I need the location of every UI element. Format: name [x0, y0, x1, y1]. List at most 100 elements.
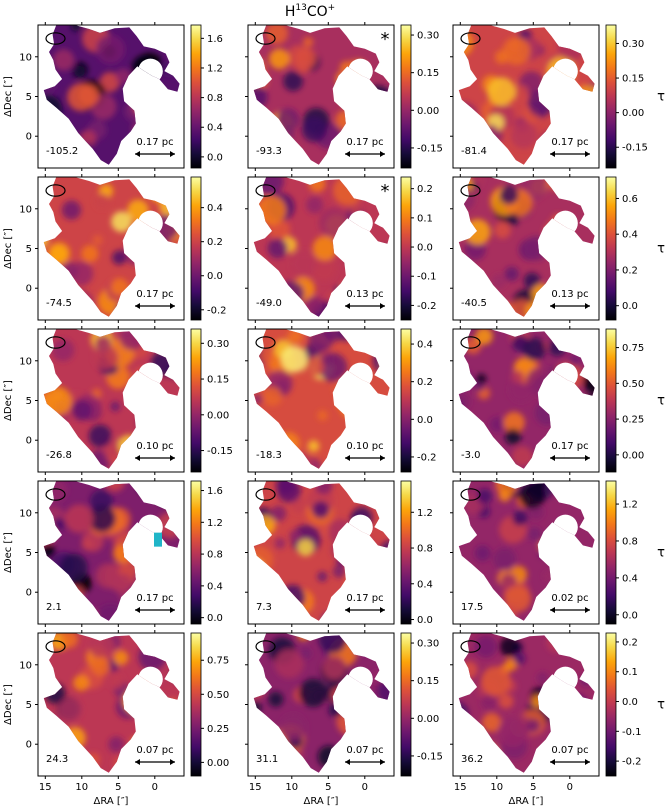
panel-14: 31.1 0.07 pc 15 10 5 0 ΔRA [″] -0.15 0.00 0.15 0.3… — [245, 630, 443, 807]
velocity-label: -81.4 — [461, 146, 487, 157]
velocity-label: 2.1 — [46, 602, 62, 613]
velocity-label: 7.3 — [256, 602, 272, 613]
colorbar: -0.15 0.00 0.15 0.30 — [190, 328, 233, 473]
scale-bar-label: 0.17 pc — [346, 593, 383, 604]
colorbar-tick-label: 0.4 — [622, 230, 638, 241]
colorbar-tick-label: 0.00 — [207, 758, 229, 769]
colorbar-gradient — [605, 24, 617, 169]
colorbar-tick-label: 0.50 — [207, 690, 229, 701]
colorbar: 0.00 0.25 0.50 0.75 — [605, 328, 644, 473]
scale-bar — [345, 759, 385, 765]
panel-5: * -49.0 0.13 pc -0.2 -0.1 0.0 0.1 0.2 — [245, 174, 437, 323]
colorbar-gradient — [190, 176, 202, 321]
colorbar-tick-label: 0.4 — [417, 340, 433, 351]
x-tick-label: 0 — [362, 782, 368, 793]
x-tick-label: 10 — [285, 782, 298, 793]
colorbar-tick-label: -0.2 — [207, 305, 227, 316]
velocity-label: -18.3 — [256, 450, 282, 461]
scale-bar — [135, 303, 175, 309]
colorbar-tick-label: 0.8 — [622, 536, 638, 547]
colorbar-tick-label: -0.2 — [417, 301, 437, 312]
colorbar-gradient — [400, 480, 412, 625]
y-tick-label: 5 — [26, 244, 32, 255]
colorbar-tick-label: 0.8 — [417, 544, 433, 555]
colorbar-tick-label: 0.25 — [207, 724, 229, 735]
beam-ellipse — [460, 32, 481, 45]
panel-9: -3.0 0.17 pc 0.00 0.25 0.50 0.75 τ — [450, 326, 665, 475]
beam-ellipse — [255, 32, 276, 45]
colorbar-gradient — [190, 328, 202, 473]
velocity-label: 31.1 — [256, 754, 278, 765]
colorbar-tick-label: 1.2 — [417, 508, 433, 519]
saturated-region — [154, 532, 162, 547]
colorbar-label: τ — [657, 546, 665, 561]
colorbar-tick-label: -0.2 — [417, 452, 437, 463]
star-marker: * — [381, 181, 390, 202]
x-tick-label: 15 — [249, 782, 262, 793]
y-tick-label: 10 — [19, 52, 32, 63]
panel-4: -74.5 0.17 pc 0 5 10 ΔDec [″] -0.2 0.0 0.2 0.4 — [3, 174, 227, 323]
colorbar-tick-label: 0.30 — [417, 31, 439, 42]
velocity-label: -26.8 — [46, 450, 72, 461]
y-tick-label: 0 — [26, 588, 32, 599]
colorbar-tick-label: 0.25 — [622, 415, 644, 426]
velocity-label: -74.5 — [46, 298, 72, 309]
panel-1: -105.2 0.17 pc 0 5 10 ΔDec [″] 0.0 0.4 0.8 1.2 1.6 — [3, 22, 223, 171]
colorbar-tick-label: 0.1 — [417, 213, 433, 224]
y-tick-label: 0 — [26, 132, 32, 143]
colorbar-tick-label: 0.75 — [207, 656, 229, 667]
colorbar-gradient — [190, 480, 202, 625]
colorbar: 0.00 0.25 0.50 0.75 — [190, 632, 229, 777]
colorbar: 0.0 0.4 0.8 1.2 — [400, 480, 433, 626]
colorbar-gradient — [605, 632, 617, 777]
colorbar-label: τ — [657, 242, 665, 257]
x-tick-label: 5 — [530, 782, 536, 793]
scale-bar — [345, 607, 385, 613]
x-axis-label: ΔRA [″] — [94, 796, 129, 807]
colorbar-tick-label: 0.0 — [207, 152, 223, 163]
colorbar-label: τ — [657, 698, 665, 713]
colorbar: -0.2 0.0 0.2 0.4 — [190, 176, 227, 321]
colorbar-tick-label: 0.4 — [417, 579, 433, 590]
scale-bar-label: 0.17 pc — [136, 593, 173, 604]
x-tick-label: 15 — [454, 782, 467, 793]
velocity-label: -3.0 — [461, 450, 481, 461]
colorbar-tick-label: 0.6 — [622, 194, 638, 205]
x-tick-label: 5 — [325, 782, 331, 793]
colorbar-tick-label: 1.2 — [622, 500, 638, 511]
scale-bar — [345, 303, 385, 309]
scale-bar — [550, 303, 590, 309]
scale-bar — [135, 759, 175, 765]
colorbar-tick-label: 0.15 — [417, 68, 439, 79]
colorbar: 0.0 0.4 0.8 1.2 — [605, 480, 638, 625]
scale-bar-label: 0.17 pc — [136, 289, 173, 300]
beam-ellipse — [45, 640, 66, 653]
colorbar-tick-label: 0.4 — [207, 203, 223, 214]
velocity-label: 36.2 — [461, 754, 483, 765]
colorbar-tick-label: 0.00 — [417, 106, 439, 117]
colorbar-tick-label: 0.0 — [622, 697, 638, 708]
scale-bar — [135, 607, 175, 613]
colorbar-tick-label: 0.2 — [417, 184, 433, 195]
x-tick-label: 10 — [490, 782, 503, 793]
colorbar-tick-label: -0.15 — [417, 143, 443, 154]
beam-ellipse — [255, 336, 276, 349]
colorbar-gradient — [400, 328, 412, 473]
colorbar-tick-label: 0.15 — [207, 375, 229, 386]
scale-bar-label: 0.17 pc — [551, 137, 588, 148]
scale-bar-label: 0.10 pc — [136, 441, 173, 452]
colorbar-tick-label: 0.50 — [622, 379, 644, 390]
colorbar-tick-label: 0.00 — [622, 108, 644, 119]
colorbar: -0.15 0.00 0.15 0.30 — [400, 24, 443, 169]
colorbar-tick-label: -0.2 — [622, 757, 642, 768]
beam-ellipse — [45, 184, 66, 197]
colorbar: 0.0 0.2 0.4 0.6 — [605, 176, 638, 321]
colorbar-gradient — [605, 480, 617, 625]
colorbar-tick-label: 0.0 — [207, 271, 223, 282]
colorbar-tick-label: 0.2 — [622, 265, 638, 276]
beam-ellipse — [45, 336, 66, 349]
colorbar-tick-label: 0.0 — [417, 615, 433, 626]
colorbar-tick-label: 0.0 — [417, 415, 433, 426]
x-tick-label: 5 — [115, 782, 121, 793]
